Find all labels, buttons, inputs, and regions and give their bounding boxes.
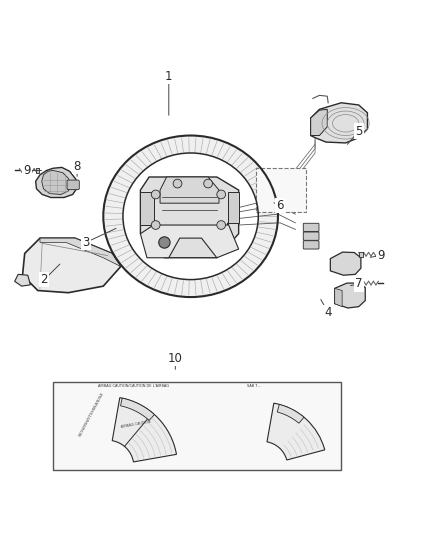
FancyBboxPatch shape: [35, 168, 39, 173]
Polygon shape: [311, 103, 367, 143]
Polygon shape: [335, 283, 365, 308]
Polygon shape: [228, 192, 239, 223]
FancyBboxPatch shape: [256, 168, 306, 212]
Polygon shape: [141, 223, 239, 258]
Text: AIRBAG CAUTION: AIRBAG CAUTION: [121, 420, 152, 429]
Text: 6: 6: [276, 199, 284, 212]
Text: 10: 10: [168, 352, 183, 365]
Text: 9: 9: [377, 249, 384, 262]
Text: 9: 9: [23, 164, 31, 177]
Polygon shape: [14, 274, 30, 286]
Polygon shape: [22, 238, 121, 293]
Text: 5: 5: [355, 125, 362, 138]
Circle shape: [159, 237, 170, 248]
Bar: [53, 382, 341, 470]
Polygon shape: [42, 171, 71, 195]
Polygon shape: [40, 238, 121, 266]
Polygon shape: [120, 398, 155, 421]
Polygon shape: [35, 167, 77, 198]
Polygon shape: [330, 252, 361, 275]
Text: SICHERHEITSHINWEISE: SICHERHEITSHINWEISE: [78, 391, 105, 438]
Polygon shape: [311, 109, 327, 135]
Text: 1: 1: [165, 70, 173, 83]
Text: 7: 7: [355, 278, 363, 290]
FancyBboxPatch shape: [303, 241, 319, 249]
FancyBboxPatch shape: [359, 280, 363, 286]
Circle shape: [217, 190, 226, 199]
Wedge shape: [112, 398, 177, 462]
FancyBboxPatch shape: [303, 223, 319, 231]
Text: AIRBAG CAUTION/CAUTION DE L'AIRBAG: AIRBAG CAUTION/CAUTION DE L'AIRBAG: [99, 384, 170, 387]
Text: 3: 3: [82, 236, 89, 249]
Text: 8: 8: [74, 159, 81, 173]
Polygon shape: [141, 192, 153, 225]
Text: SAB 7...: SAB 7...: [247, 384, 261, 387]
Circle shape: [173, 179, 182, 188]
Polygon shape: [335, 288, 342, 306]
Wedge shape: [267, 403, 325, 460]
Circle shape: [151, 190, 160, 199]
Polygon shape: [277, 405, 304, 423]
Text: 2: 2: [41, 273, 48, 286]
Polygon shape: [141, 177, 239, 258]
FancyBboxPatch shape: [359, 252, 363, 257]
FancyBboxPatch shape: [67, 180, 79, 190]
Text: 4: 4: [325, 306, 332, 319]
FancyBboxPatch shape: [303, 232, 319, 240]
Polygon shape: [160, 177, 219, 203]
Circle shape: [204, 179, 212, 188]
Circle shape: [217, 221, 226, 229]
Polygon shape: [103, 135, 278, 297]
Circle shape: [151, 221, 160, 229]
